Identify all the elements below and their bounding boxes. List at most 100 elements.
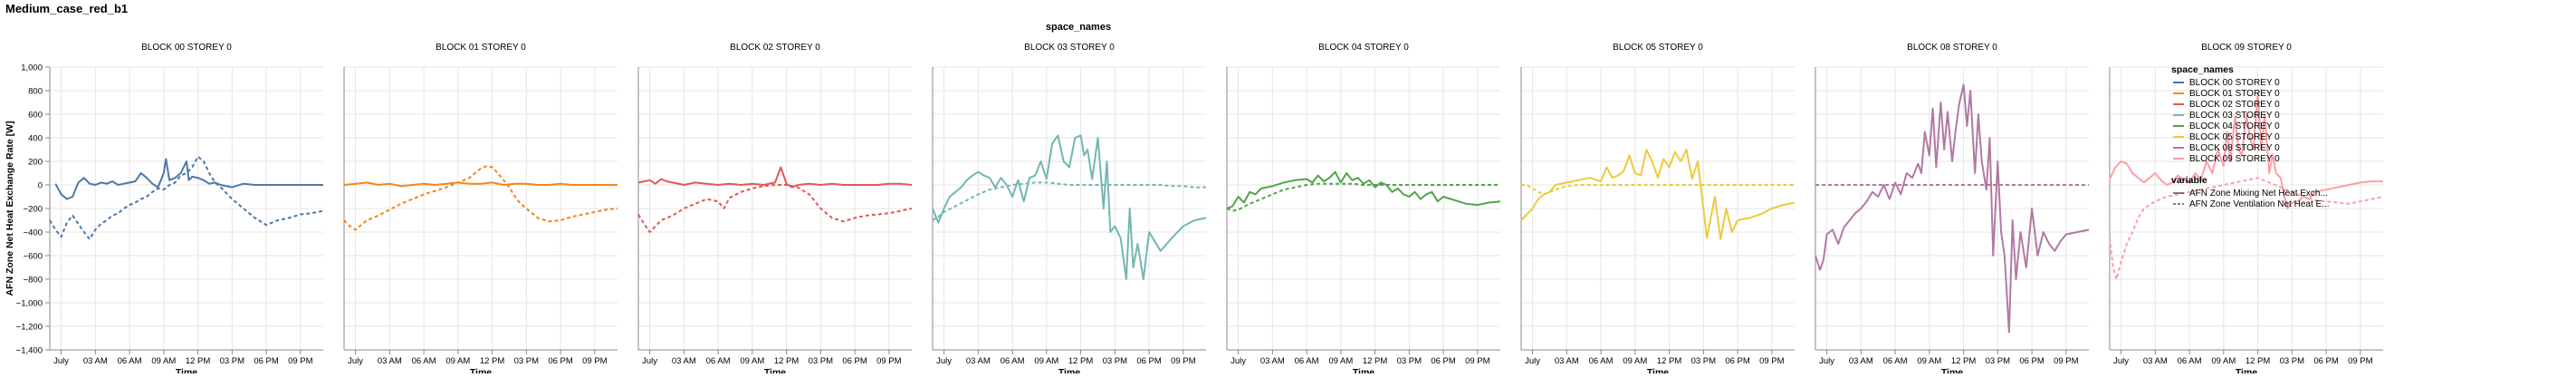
chart-title: Medium_case_red_b1: [5, 2, 128, 15]
facet-panel: BLOCK 01 STOREY 0 July 03 AM 06 AM 09 AM 12 P…: [343, 43, 618, 378]
legend-item: BLOCK 02 STOREY 0: [2189, 100, 2280, 110]
x-tick-label: 09 AM: [1034, 356, 1058, 366]
x-tick-label: 09 AM: [740, 356, 764, 366]
x-tick-label: 09 PM: [1171, 356, 1196, 366]
x-tick-label: 09 AM: [1328, 356, 1353, 366]
facet-panel: BLOCK 00 STOREY 0 July 03 AM 06 AM 09 AM 12 P…: [16, 43, 324, 378]
legend-item: BLOCK 08 STOREY 0: [2189, 143, 2280, 153]
x-tick-label: 09 PM: [876, 356, 902, 366]
x-tick-label: 06 PM: [1725, 356, 1750, 366]
legend-item: BLOCK 05 STOREY 0: [2189, 132, 2280, 142]
x-tick-label: 03 AM: [1849, 356, 1873, 366]
mixing-series-line: [1520, 149, 1796, 240]
facet-panel: BLOCK 04 STOREY 0 July 03 AM 06 AM 09 AM 12 P…: [1226, 43, 1501, 378]
x-tick-label: 03 PM: [1691, 356, 1717, 366]
x-tick-label: 03 AM: [1555, 356, 1579, 366]
x-tick-label: 03 PM: [2280, 356, 2305, 366]
y-tick-label: −1,200: [16, 323, 43, 333]
x-tick-label: 06 AM: [1295, 356, 1319, 366]
facet-panel: BLOCK 08 STOREY 0 July 03 AM 06 AM 09 AM 12 P…: [1815, 43, 2090, 378]
x-tick-label: 06 PM: [2313, 356, 2339, 366]
x-tick-label: 03 AM: [672, 356, 696, 366]
x-tick-label: 06 AM: [2178, 356, 2202, 366]
x-tick-label: 03 PM: [1986, 356, 2011, 366]
ventilation-series-line: [2109, 177, 2384, 280]
x-tick-label: 06 PM: [1431, 356, 1456, 366]
x-axis-title: Time: [1647, 367, 1669, 373]
facet-title: BLOCK 00 STOREY 0: [141, 43, 232, 53]
x-tick-label: 06 AM: [412, 356, 436, 366]
x-tick-label: 12 PM: [2246, 356, 2271, 366]
x-tick-label: 09 AM: [445, 356, 470, 366]
x-tick-label: 12 PM: [1363, 356, 1388, 366]
y-tick-label: 600: [28, 111, 43, 121]
facet-panel: BLOCK 03 STOREY 0 July 03 AM 06 AM 09 AM 12 P…: [932, 43, 1207, 378]
x-tick-label: 03 PM: [809, 356, 834, 366]
legend-item: BLOCK 01 STOREY 0: [2189, 89, 2280, 99]
facet-panels: AFN Zone Net Heat Exchange Rate [W] BLOCK…: [5, 43, 2384, 378]
legend-title-variable: variable: [2171, 175, 2207, 186]
x-tick-label: 09 AM: [2211, 356, 2236, 366]
facet-title: BLOCK 05 STOREY 0: [1613, 43, 1703, 53]
x-tick-label: 03 PM: [1103, 356, 1128, 366]
legend-item: AFN Zone Ventilation Net Heat E...: [2189, 199, 2330, 209]
x-tick-label: 12 PM: [480, 356, 505, 366]
facet-title: BLOCK 03 STOREY 0: [1024, 43, 1115, 53]
legend-item: BLOCK 03 STOREY 0: [2189, 111, 2280, 121]
y-tick-label: 0: [38, 181, 43, 191]
x-tick-label: 06 AM: [1883, 356, 1908, 366]
x-tick-label: 06 AM: [118, 356, 142, 366]
x-tick-label: 03 AM: [966, 356, 991, 366]
x-tick-label: 06 AM: [1589, 356, 1614, 366]
mixing-series-line: [1226, 170, 1501, 209]
x-tick-label: July: [1231, 356, 1246, 366]
facet-panel: BLOCK 02 STOREY 0 July 03 AM 06 AM 09 AM 12 P…: [637, 43, 913, 378]
x-axis-title: Time: [470, 367, 492, 373]
legend-item: BLOCK 09 STOREY 0: [2189, 154, 2280, 164]
facet-title: BLOCK 09 STOREY 0: [2201, 43, 2292, 53]
x-tick-label: 03 PM: [514, 356, 540, 366]
x-tick-label: 03 PM: [1397, 356, 1422, 366]
x-tick-label: 03 PM: [220, 356, 245, 366]
x-tick-label: 06 PM: [1136, 356, 1162, 366]
ventilation-series-line: [49, 155, 324, 240]
x-tick-label: 09 PM: [288, 356, 313, 366]
x-tick-label: 12 PM: [1657, 356, 1682, 366]
x-tick-label: 06 PM: [2019, 356, 2045, 366]
ventilation-series-line: [1521, 184, 1795, 196]
mixing-series-line: [1815, 83, 2090, 334]
y-tick-label: −1,400: [16, 346, 43, 356]
facet-title: BLOCK 01 STOREY 0: [436, 43, 526, 53]
x-tick-label: 03 AM: [2143, 356, 2168, 366]
y-tick-label: −800: [24, 276, 43, 286]
x-tick-label: 09 PM: [1465, 356, 1490, 366]
x-tick-label: 09 AM: [1917, 356, 1941, 366]
x-tick-label: 12 PM: [186, 356, 211, 366]
x-tick-label: 09 AM: [151, 356, 176, 366]
ventilation-series-line: [637, 184, 913, 233]
y-axis-title: AFN Zone Net Heat Exchange Rate [W]: [5, 121, 15, 296]
x-tick-label: 06 PM: [842, 356, 867, 366]
facet-title: BLOCK 02 STOREY 0: [730, 43, 820, 53]
mixing-series-line: [932, 134, 1207, 280]
facet-panel: BLOCK 09 STOREY 0 July 03 AM 06 AM 09 AM 12 P…: [2109, 43, 2384, 378]
facet-panel: BLOCK 05 STOREY 0 July 03 AM 06 AM 09 AM 12 P…: [1520, 43, 1796, 378]
facet-title: BLOCK 08 STOREY 0: [1907, 43, 1997, 53]
ventilation-series-line: [1226, 182, 1500, 212]
facet-title: BLOCK 04 STOREY 0: [1318, 43, 1409, 53]
y-tick-label: −1,000: [16, 299, 43, 309]
x-tick-label: 09 AM: [1623, 356, 1647, 366]
x-tick-label: July: [2113, 356, 2129, 366]
facet-header: space_names: [1046, 22, 1111, 33]
y-tick-label: 200: [28, 158, 43, 168]
y-tick-label: 800: [28, 87, 43, 97]
x-tick-label: 06 PM: [254, 356, 279, 366]
mixing-series-line: [343, 181, 618, 188]
x-axis-title: Time: [764, 367, 786, 373]
x-tick-label: 09 PM: [2054, 356, 2079, 366]
x-tick-label: 03 AM: [378, 356, 402, 366]
x-tick-label: 03 AM: [83, 356, 108, 366]
y-tick-label: −200: [24, 205, 43, 215]
